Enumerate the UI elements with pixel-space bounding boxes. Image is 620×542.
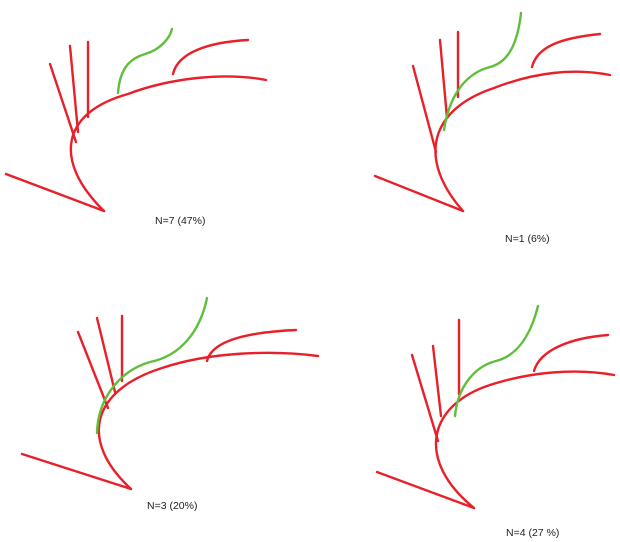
first-vertical-branch [411, 64, 438, 154]
green-variant-branch [116, 27, 174, 95]
green-variant-branch [453, 304, 540, 418]
main-arch [434, 70, 612, 213]
upper-right-branch [205, 328, 298, 363]
lower-left-branch [4, 172, 106, 213]
panel-3-caption: N=3 (20%) [147, 500, 198, 512]
panel-1-diagram [4, 27, 268, 213]
upper-right-branch [532, 333, 610, 373]
green-variant-branch [95, 296, 209, 435]
lower-left-branch [20, 452, 133, 491]
lower-left-branch [373, 174, 465, 213]
green-variant-branch [442, 11, 523, 132]
panel-4-diagram [375, 304, 616, 510]
main-arch [434, 370, 616, 510]
lower-left-branch [375, 470, 476, 510]
upper-right-branch [171, 38, 250, 76]
first-vertical-branch [410, 353, 440, 443]
first-vertical-branch [76, 330, 110, 410]
second-vertical-branch [438, 38, 449, 120]
panel-2-caption: N=1 (6%) [505, 233, 550, 245]
main-arch [69, 75, 268, 213]
second-vertical-branch [431, 344, 443, 418]
upper-right-branch [530, 32, 602, 69]
panel-3-diagram [20, 296, 320, 491]
second-vertical-branch [68, 44, 80, 134]
panel-4-caption: N=4 (27 %) [506, 527, 560, 539]
main-arch [97, 351, 320, 491]
second-vertical-branch [95, 316, 117, 394]
panel-2-diagram [373, 11, 612, 213]
first-vertical-branch [48, 62, 78, 144]
panel-1-caption: N=7 (47%) [155, 215, 206, 227]
